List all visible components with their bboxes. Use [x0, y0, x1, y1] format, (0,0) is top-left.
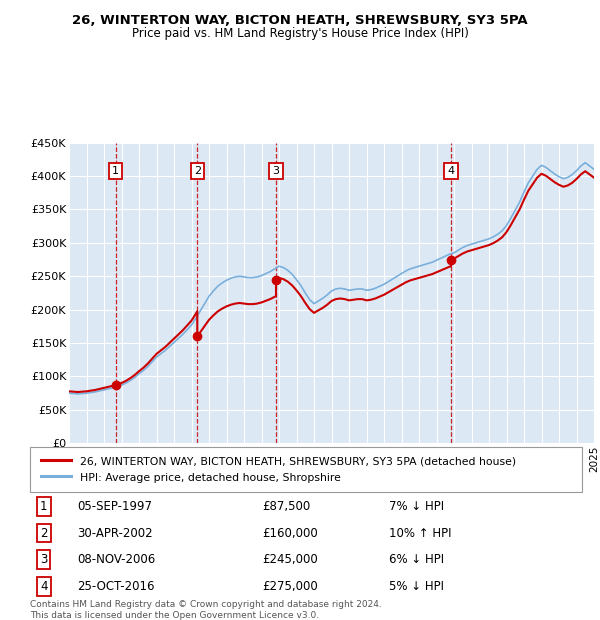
- Text: 10% ↑ HPI: 10% ↑ HPI: [389, 526, 451, 539]
- Text: £275,000: £275,000: [262, 580, 317, 593]
- Text: Contains HM Land Registry data © Crown copyright and database right 2024.
This d: Contains HM Land Registry data © Crown c…: [30, 600, 382, 620]
- Text: 6% ↓ HPI: 6% ↓ HPI: [389, 553, 444, 566]
- Text: 5% ↓ HPI: 5% ↓ HPI: [389, 580, 444, 593]
- Text: 4: 4: [40, 580, 47, 593]
- Text: 25-OCT-2016: 25-OCT-2016: [77, 580, 154, 593]
- Text: 2: 2: [194, 166, 201, 176]
- Text: 26, WINTERTON WAY, BICTON HEATH, SHREWSBURY, SY3 5PA: 26, WINTERTON WAY, BICTON HEATH, SHREWSB…: [72, 14, 528, 27]
- Text: 2: 2: [40, 526, 47, 539]
- Text: 08-NOV-2006: 08-NOV-2006: [77, 553, 155, 566]
- Text: 3: 3: [40, 553, 47, 566]
- Text: 30-APR-2002: 30-APR-2002: [77, 526, 152, 539]
- Text: 1: 1: [40, 500, 47, 513]
- Legend: 26, WINTERTON WAY, BICTON HEATH, SHREWSBURY, SY3 5PA (detached house), HPI: Aver: 26, WINTERTON WAY, BICTON HEATH, SHREWSB…: [41, 456, 516, 482]
- Text: £245,000: £245,000: [262, 553, 317, 566]
- Text: £87,500: £87,500: [262, 500, 310, 513]
- Text: £160,000: £160,000: [262, 526, 317, 539]
- Text: 7% ↓ HPI: 7% ↓ HPI: [389, 500, 444, 513]
- Text: 3: 3: [272, 166, 280, 176]
- Text: Price paid vs. HM Land Registry's House Price Index (HPI): Price paid vs. HM Land Registry's House …: [131, 27, 469, 40]
- Text: 05-SEP-1997: 05-SEP-1997: [77, 500, 152, 513]
- Text: 1: 1: [112, 166, 119, 176]
- Text: 4: 4: [448, 166, 455, 176]
